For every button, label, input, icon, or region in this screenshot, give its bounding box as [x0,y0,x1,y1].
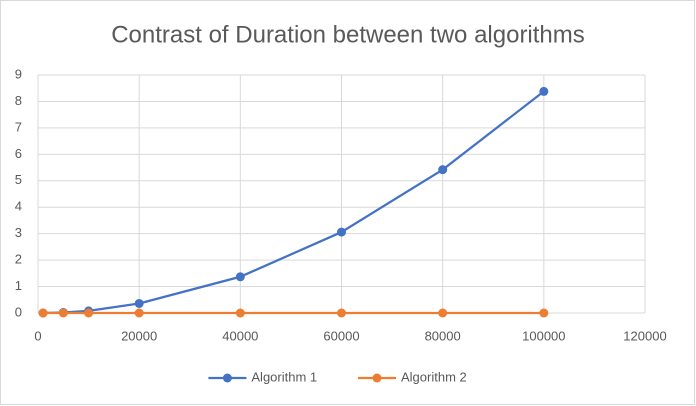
legend-label: Algorithm 1 [251,369,317,384]
data-point [134,298,144,308]
chart-title: Contrast of Duration between two algorit… [111,21,585,48]
legend-marker [372,373,382,383]
data-point [38,308,48,318]
x-tick-label: 0 [34,328,41,343]
data-point [58,308,68,318]
data-point [337,227,346,237]
y-tick-label: 2 [15,252,22,267]
data-point [539,308,549,318]
data-point [235,308,245,318]
legend-marker [222,373,232,383]
data-point [84,308,94,318]
data-point [134,308,144,318]
data-point [438,308,448,318]
y-tick-label: 5 [15,172,22,187]
y-tick-label: 4 [15,199,22,214]
y-tick-label: 1 [15,278,22,293]
data-point [337,308,346,318]
x-tick-label: 60000 [323,328,359,343]
x-tick-label: 20000 [121,328,157,343]
x-tick-label: 40000 [222,328,258,343]
y-tick-label: 6 [15,146,22,161]
data-point [235,272,245,282]
y-tick-label: 0 [15,304,22,319]
x-tick-label: 100000 [522,328,565,343]
y-tick-label: 8 [15,93,22,108]
y-tick-label: 3 [15,225,22,240]
data-point [539,86,549,96]
x-tick-label: 120000 [623,328,666,343]
legend-label: Algorithm 2 [401,369,467,384]
y-tick-label: 7 [15,119,22,134]
data-point [438,165,448,175]
y-tick-label: 9 [15,66,22,81]
x-tick-label: 80000 [425,328,461,343]
